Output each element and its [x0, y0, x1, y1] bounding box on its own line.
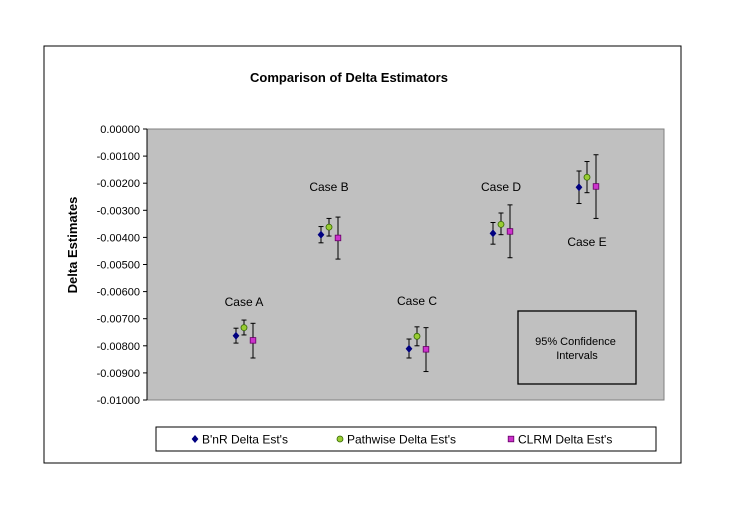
y-tick-label: -0.00800 [97, 341, 140, 353]
legend-marker [336, 435, 344, 443]
legend [155, 426, 657, 452]
data-point [506, 228, 514, 235]
data-marks [232, 154, 600, 373]
legend-marker [191, 435, 199, 443]
y-tick-label: 0.00000 [100, 124, 140, 136]
legend-label: Pathwise Delta Est's [347, 433, 456, 447]
case-label: Case D [481, 180, 521, 194]
data-point [422, 346, 430, 353]
y-tick-label: -0.00300 [97, 205, 140, 217]
legend-items: B'nR Delta Est's Pathwise Delta Est's CLRM… [191, 433, 612, 447]
data-point [249, 337, 257, 344]
y-tick-label: -0.00100 [97, 151, 140, 163]
y-axis-label: Delta Estimates [65, 197, 80, 294]
case-label: Case A [225, 295, 264, 309]
data-point [232, 331, 240, 340]
data-point [575, 183, 583, 192]
data-point [489, 229, 497, 238]
y-tick-label: -0.00900 [97, 368, 140, 380]
legend-marker [507, 435, 515, 443]
y-tick-label: -0.00200 [97, 178, 140, 190]
plot-area [146, 128, 665, 401]
y-tick-label: -0.00400 [97, 232, 140, 244]
note-box: 95% Confidence Intervals [517, 310, 637, 385]
legend-label: B'nR Delta Est's [202, 433, 288, 447]
data-point [592, 183, 600, 190]
data-point [317, 230, 325, 239]
case-annotations: Case A Case B Case C Case D Case E [225, 180, 607, 309]
case-label: Case B [309, 180, 348, 194]
y-tick-label: -0.00700 [97, 314, 140, 326]
note-box-text: 95% Confidence Intervals [535, 336, 619, 362]
data-point [405, 344, 413, 353]
data-point [334, 234, 342, 242]
y-axis-ticks: 0.00000 -0.00100 -0.00200 -0.00300 -0.00400 -… [97, 124, 147, 407]
data-point [583, 173, 591, 181]
case-label: Case E [567, 235, 606, 249]
data-point [497, 220, 505, 228]
y-tick-label: -0.01000 [97, 395, 140, 407]
data-point [413, 332, 421, 340]
data-point [240, 324, 248, 332]
legend-label: CLRM Delta Est's [518, 433, 612, 447]
case-label: Case C [397, 294, 437, 308]
y-tick-label: -0.00600 [97, 287, 140, 299]
data-point [325, 223, 333, 231]
note-box-frame [517, 310, 637, 385]
chart-title: Comparison of Delta Estimators [250, 70, 448, 85]
y-tick-label: -0.00500 [97, 260, 140, 272]
